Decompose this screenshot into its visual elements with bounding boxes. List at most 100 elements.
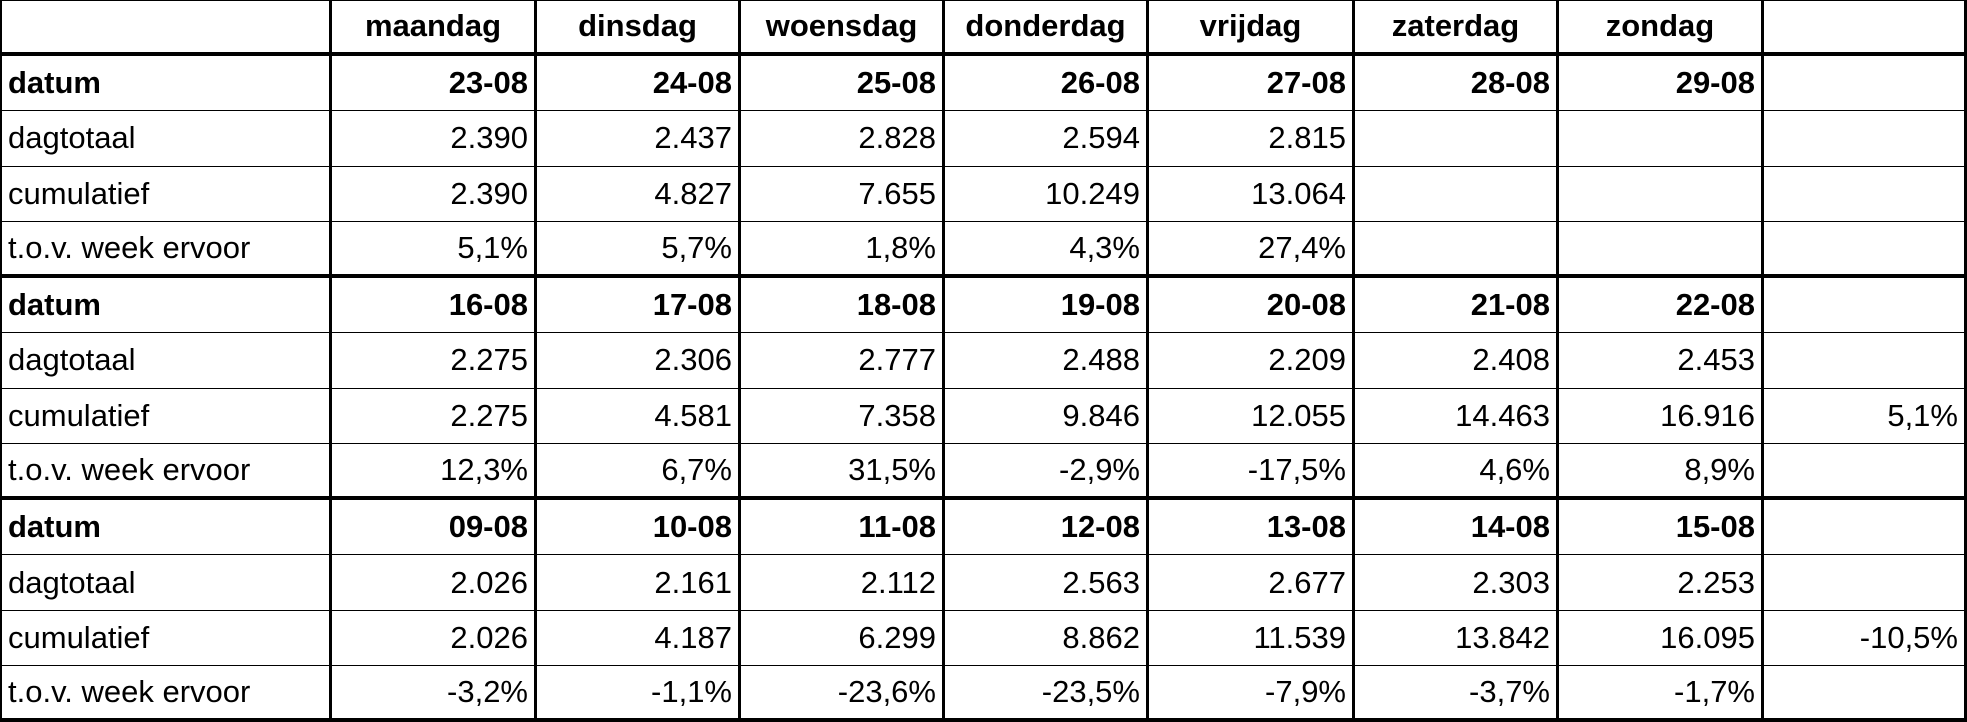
- value-cell: 22-08: [1559, 277, 1764, 334]
- row-label: dagtotaal: [0, 333, 332, 389]
- empty-cell: [1559, 222, 1764, 278]
- value-cell: 4.581: [537, 388, 741, 445]
- value-cell: 16.095: [1559, 610, 1764, 667]
- value-cell: 2.390: [332, 111, 537, 167]
- empty-cell: [1764, 666, 1967, 722]
- value-cell: 13-08: [1149, 499, 1355, 556]
- value-cell: 2.209: [1149, 333, 1355, 389]
- value-cell: 14-08: [1355, 499, 1559, 556]
- row-label: cumulatief: [0, 610, 332, 667]
- empty-cell: [1355, 166, 1559, 223]
- value-cell: 6.299: [741, 610, 945, 667]
- value-cell: 2.026: [332, 610, 537, 667]
- day-header: donderdag: [945, 0, 1149, 56]
- value-cell: -7,9%: [1149, 666, 1355, 722]
- row-label: cumulatief: [0, 166, 332, 223]
- empty-cell: [1764, 0, 1967, 56]
- empty-cell: [1355, 222, 1559, 278]
- value-cell: 7.358: [741, 388, 945, 445]
- value-cell: 11-08: [741, 499, 945, 556]
- value-cell: 2.303: [1355, 555, 1559, 611]
- row-label: dagtotaal: [0, 111, 332, 167]
- value-cell: 2.815: [1149, 111, 1355, 167]
- value-cell: 7.655: [741, 166, 945, 223]
- value-cell: -3,7%: [1355, 666, 1559, 722]
- value-cell: 16-08: [332, 277, 537, 334]
- corner-cell: [0, 0, 332, 56]
- extra-cell: 5,1%: [1764, 388, 1967, 445]
- value-cell: 14.463: [1355, 388, 1559, 445]
- row-label: cumulatief: [0, 388, 332, 445]
- value-cell: 6,7%: [537, 444, 741, 500]
- value-cell: 13.064: [1149, 166, 1355, 223]
- value-cell: 17-08: [537, 277, 741, 334]
- value-cell: 5,7%: [537, 222, 741, 278]
- day-header: woensdag: [741, 0, 945, 56]
- value-cell: -23,6%: [741, 666, 945, 722]
- value-cell: -3,2%: [332, 666, 537, 722]
- value-cell: 2.777: [741, 333, 945, 389]
- value-cell: 2.161: [537, 555, 741, 611]
- empty-cell: [1764, 277, 1967, 334]
- value-cell: 4.187: [537, 610, 741, 667]
- row-label: t.o.v. week ervoor: [0, 444, 332, 500]
- value-cell: 2.828: [741, 111, 945, 167]
- value-cell: 5,1%: [332, 222, 537, 278]
- value-cell: 2.275: [332, 333, 537, 389]
- empty-cell: [1764, 333, 1967, 389]
- empty-cell: [1764, 166, 1967, 223]
- value-cell: 2.453: [1559, 333, 1764, 389]
- value-cell: 23-08: [332, 55, 537, 112]
- value-cell: -1,7%: [1559, 666, 1764, 722]
- value-cell: 24-08: [537, 55, 741, 112]
- value-cell: 20-08: [1149, 277, 1355, 334]
- value-cell: 10.249: [945, 166, 1149, 223]
- value-cell: 2.594: [945, 111, 1149, 167]
- value-cell: 16.916: [1559, 388, 1764, 445]
- empty-cell: [1764, 555, 1967, 611]
- day-header: zaterdag: [1355, 0, 1559, 56]
- value-cell: 09-08: [332, 499, 537, 556]
- row-label: t.o.v. week ervoor: [0, 222, 332, 278]
- value-cell: -23,5%: [945, 666, 1149, 722]
- value-cell: 11.539: [1149, 610, 1355, 667]
- day-header: dinsdag: [537, 0, 741, 56]
- value-cell: 2.677: [1149, 555, 1355, 611]
- value-cell: 31,5%: [741, 444, 945, 500]
- row-label: dagtotaal: [0, 555, 332, 611]
- row-label: datum: [0, 55, 332, 112]
- value-cell: 2.112: [741, 555, 945, 611]
- value-cell: 13.842: [1355, 610, 1559, 667]
- value-cell: 9.846: [945, 388, 1149, 445]
- value-cell: 12,3%: [332, 444, 537, 500]
- empty-cell: [1764, 55, 1967, 112]
- value-cell: 29-08: [1559, 55, 1764, 112]
- value-cell: -17,5%: [1149, 444, 1355, 500]
- empty-cell: [1559, 166, 1764, 223]
- value-cell: 28-08: [1355, 55, 1559, 112]
- value-cell: 8.862: [945, 610, 1149, 667]
- value-cell: 2.275: [332, 388, 537, 445]
- row-label: datum: [0, 499, 332, 556]
- value-cell: 10-08: [537, 499, 741, 556]
- value-cell: -2,9%: [945, 444, 1149, 500]
- value-cell: 25-08: [741, 55, 945, 112]
- row-label: datum: [0, 277, 332, 334]
- day-header: maandag: [332, 0, 537, 56]
- empty-cell: [1764, 111, 1967, 167]
- empty-cell: [1764, 444, 1967, 500]
- value-cell: 2.488: [945, 333, 1149, 389]
- value-cell: 21-08: [1355, 277, 1559, 334]
- value-cell: 2.437: [537, 111, 741, 167]
- value-cell: 8,9%: [1559, 444, 1764, 500]
- day-header: vrijdag: [1149, 0, 1355, 56]
- value-cell: 2.253: [1559, 555, 1764, 611]
- row-label: t.o.v. week ervoor: [0, 666, 332, 722]
- value-cell: 1,8%: [741, 222, 945, 278]
- value-cell: 12-08: [945, 499, 1149, 556]
- value-cell: 15-08: [1559, 499, 1764, 556]
- value-cell: 19-08: [945, 277, 1149, 334]
- value-cell: 18-08: [741, 277, 945, 334]
- value-cell: 2.390: [332, 166, 537, 223]
